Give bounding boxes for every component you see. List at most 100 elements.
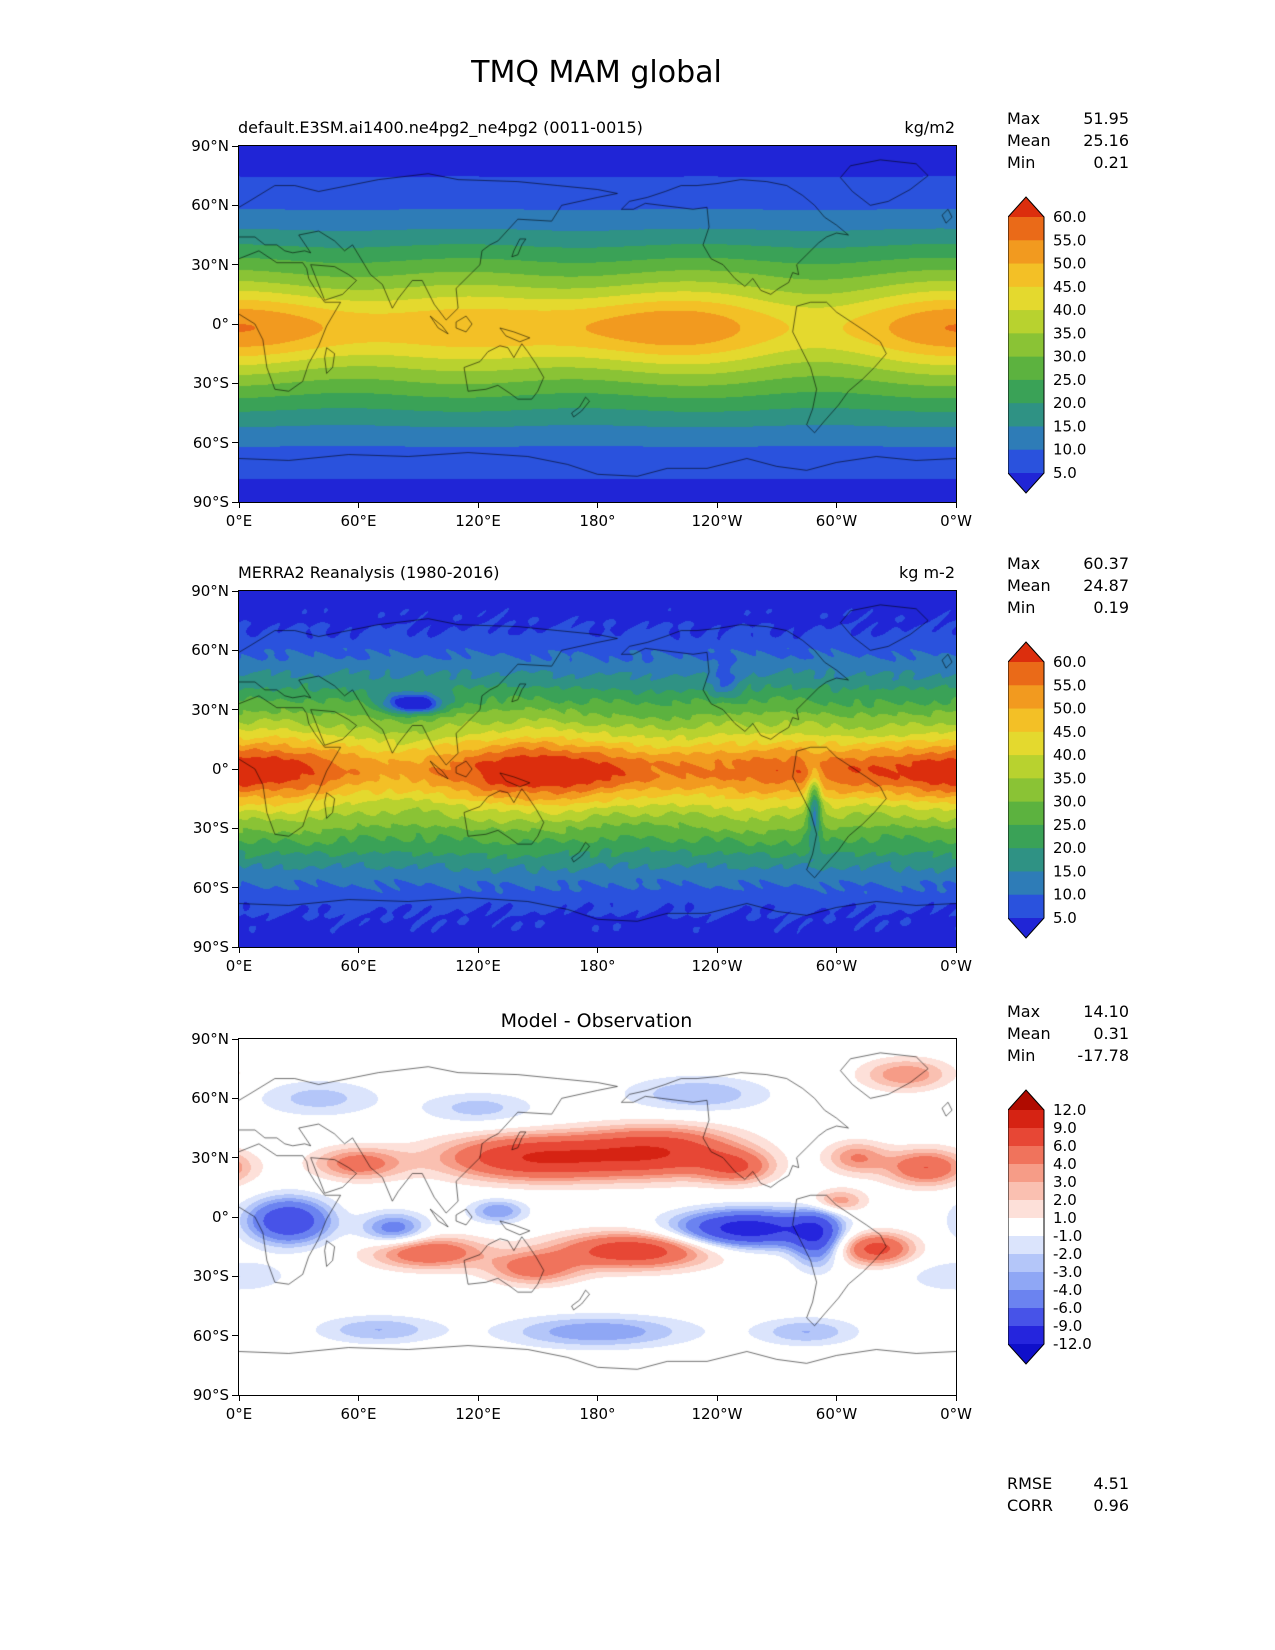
metric-row: RMSE 4.51 bbox=[1007, 1473, 1129, 1495]
colorbar-band bbox=[1008, 1290, 1044, 1309]
metric-value: 0.96 bbox=[1093, 1496, 1129, 1515]
x-tick-mark bbox=[477, 1395, 479, 1401]
y-tick-mark bbox=[232, 1275, 238, 1277]
stat-row: Max 14.10 bbox=[1007, 1001, 1129, 1023]
stat-row: Mean 25.16 bbox=[1007, 130, 1129, 152]
stats-observation: Max 60.37 Mean 24.87 Min 0.19 bbox=[1007, 553, 1129, 619]
map-model-canvas bbox=[239, 146, 956, 502]
colorbar-band bbox=[1008, 1218, 1044, 1237]
stat-row: Min -17.78 bbox=[1007, 1045, 1129, 1067]
x-tick-mark bbox=[955, 1395, 957, 1401]
colorbar-band bbox=[1008, 449, 1044, 474]
y-tick-label: 30°S bbox=[192, 819, 229, 838]
colorbar-tick-label: 30.0 bbox=[1053, 348, 1086, 366]
stat-value: 25.16 bbox=[1083, 131, 1129, 150]
colorbar-under-arrow bbox=[1008, 918, 1044, 938]
x-tick-label: 120°W bbox=[691, 1405, 743, 1423]
x-tick-mark bbox=[597, 1395, 598, 1401]
colorbar-model: 60.0 55.0 50.0 45.0 40.0 35.0 30.0 25.0 20.0 15.0… bbox=[1008, 196, 1086, 494]
y-tick-label: 60°N bbox=[191, 196, 229, 215]
colorbar-over-arrow bbox=[1008, 197, 1044, 217]
colorbar-band bbox=[1008, 662, 1044, 686]
colorbar-tick-label: 50.0 bbox=[1053, 700, 1086, 718]
stat-value: 24.87 bbox=[1083, 576, 1129, 595]
colorbar-band bbox=[1008, 1128, 1044, 1147]
colorbar-tick-label: 40.0 bbox=[1053, 746, 1086, 764]
colorbar-tick-label: 45.0 bbox=[1053, 278, 1086, 296]
x-tick-label: 60°W bbox=[815, 512, 858, 530]
y-tick-label: 90°S bbox=[192, 1386, 229, 1404]
colorbar-band bbox=[1008, 1164, 1044, 1183]
colorbar-tick-label: 1.0 bbox=[1053, 1209, 1077, 1227]
y-tick-mark bbox=[232, 827, 238, 829]
x-tick-label: 180° bbox=[579, 512, 616, 530]
colorbar-observation: 60.0 55.0 50.0 45.0 40.0 35.0 30.0 25.0 20.0 15.0… bbox=[1008, 641, 1086, 939]
colorbar-tick-label: 12.0 bbox=[1053, 1101, 1086, 1119]
colorbar-tick-label: 55.0 bbox=[1053, 676, 1086, 694]
colorbar-tick-label: -12.0 bbox=[1053, 1335, 1092, 1353]
x-tick-mark bbox=[836, 1395, 837, 1401]
y-tick-label: 90°S bbox=[192, 493, 229, 511]
colorbar-band bbox=[1008, 1182, 1044, 1201]
metric-label: RMSE bbox=[1007, 1474, 1053, 1493]
x-tick-mark bbox=[836, 502, 837, 508]
y-tick-label: 60°S bbox=[192, 433, 229, 452]
colorbar-band bbox=[1008, 426, 1044, 451]
x-tick-label: 0°W bbox=[940, 1405, 972, 1423]
x-tick-mark bbox=[955, 947, 957, 953]
x-tick-label: 0°W bbox=[940, 512, 972, 530]
colorbar-tick-label: 5.0 bbox=[1053, 909, 1077, 927]
colorbar-tick-label: -6.0 bbox=[1053, 1299, 1082, 1317]
stats-model: Max 51.95 Mean 25.16 Min 0.21 bbox=[1007, 108, 1129, 174]
colorbar-tick-label: -2.0 bbox=[1053, 1245, 1082, 1263]
y-tick-label: 0° bbox=[211, 1208, 229, 1226]
stat-row: Min 0.19 bbox=[1007, 597, 1129, 619]
colorbar-tick-label: -9.0 bbox=[1053, 1317, 1082, 1335]
panel-difference-title: Model - Observation bbox=[500, 1010, 693, 1032]
colorbar-band bbox=[1008, 240, 1044, 265]
colorbar-tick-label: 25.0 bbox=[1053, 371, 1086, 389]
x-tick-label: 60°E bbox=[340, 1405, 377, 1423]
x-tick-mark bbox=[716, 1395, 718, 1401]
y-tick-label: 30°N bbox=[191, 700, 229, 719]
x-tick-label: 120°W bbox=[691, 957, 743, 975]
colorbar-band bbox=[1008, 403, 1044, 428]
colorbar-tick-label: 50.0 bbox=[1053, 255, 1086, 273]
stat-label: Max bbox=[1007, 1002, 1041, 1021]
y-tick-mark bbox=[232, 1157, 238, 1159]
colorbar-outline bbox=[1008, 1089, 1045, 1365]
y-tick-mark bbox=[232, 323, 238, 325]
x-tick-label: 60°E bbox=[340, 512, 377, 530]
stat-label: Min bbox=[1007, 598, 1036, 617]
colorbar-band bbox=[1008, 263, 1044, 288]
colorbar-band bbox=[1008, 379, 1044, 404]
y-tick-mark bbox=[232, 382, 238, 384]
y-tick-label: 60°S bbox=[192, 878, 229, 897]
colorbar-band bbox=[1008, 731, 1044, 756]
colorbar-tick-label: 25.0 bbox=[1053, 816, 1086, 834]
x-tick-label: 120°E bbox=[455, 957, 501, 975]
y-tick-mark bbox=[232, 946, 238, 948]
colorbar-tick-label: 6.0 bbox=[1053, 1137, 1077, 1155]
y-tick-label: 30°S bbox=[192, 1267, 229, 1286]
y-tick-mark bbox=[232, 145, 238, 147]
colorbar-band bbox=[1008, 310, 1044, 334]
colorbar-band bbox=[1008, 871, 1044, 896]
y-tick-mark bbox=[232, 1394, 238, 1396]
metric-value: 4.51 bbox=[1093, 1474, 1129, 1493]
x-tick-mark bbox=[716, 947, 718, 953]
map-difference-canvas bbox=[239, 1039, 956, 1395]
x-tick-mark bbox=[238, 947, 240, 953]
stats-difference-metrics: RMSE 4.51 CORR 0.96 bbox=[1007, 1473, 1129, 1517]
figure-title: TMQ MAM global bbox=[471, 55, 722, 90]
y-tick-mark bbox=[232, 501, 238, 503]
x-tick-mark bbox=[477, 947, 479, 953]
x-tick-label: 0°E bbox=[225, 957, 253, 975]
y-tick-label: 90°N bbox=[191, 1030, 229, 1048]
y-tick-mark bbox=[232, 1038, 238, 1040]
colorbar-tick-label: 45.0 bbox=[1053, 723, 1086, 741]
stat-label: Mean bbox=[1007, 576, 1051, 595]
y-tick-mark bbox=[232, 204, 238, 206]
stat-row: Min 0.21 bbox=[1007, 152, 1129, 174]
stat-value: 14.10 bbox=[1083, 1002, 1129, 1021]
